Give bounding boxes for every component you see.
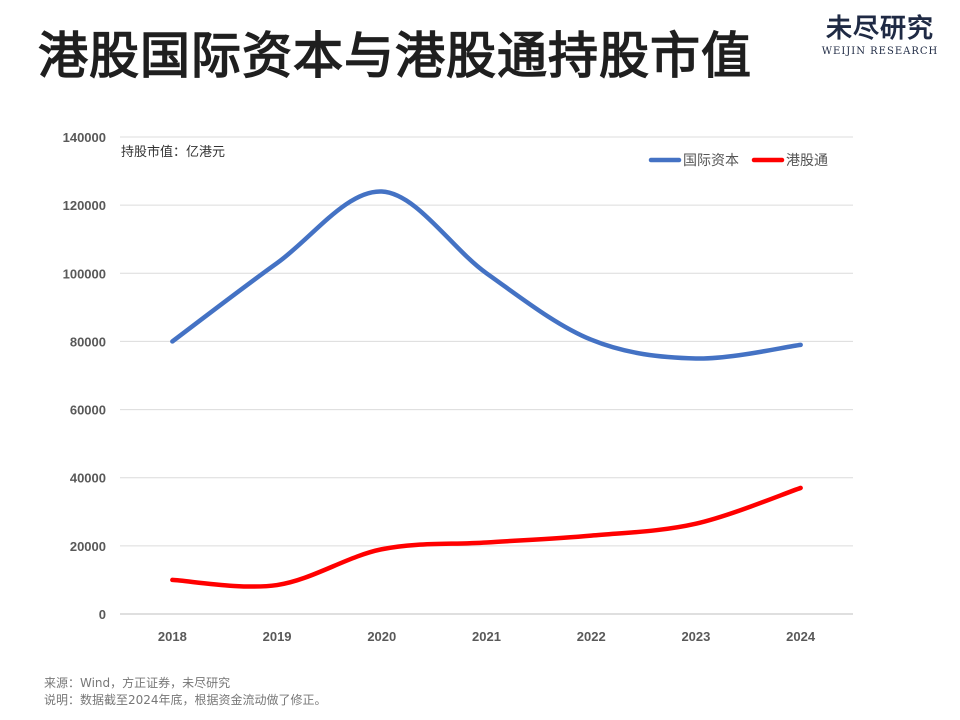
x-tick-label: 2024: [786, 629, 816, 644]
series-line-0: [170, 189, 803, 361]
brand-name-cn: 未尽研究: [825, 14, 934, 44]
footnotes: 来源：Wind，方正证券，未尽研究 说明：数据截至2024年底，根据资金流动做了…: [44, 675, 327, 709]
y-tick-label: 80000: [70, 334, 106, 349]
y-tick-label: 40000: [70, 471, 106, 486]
legend: 国际资本 港股通: [648, 153, 828, 169]
y-tick-label: 140000: [63, 130, 106, 145]
explanation-note: 说明：数据截至2024年底，根据资金流动做了修正。: [44, 693, 327, 707]
series-line-1: [170, 485, 803, 589]
x-tick-label: 2021: [472, 629, 501, 644]
y-axis-ticks: 0 20000 40000 60000 80000 100000 120000 140000: [63, 130, 106, 622]
legend-label: 港股通: [786, 153, 828, 169]
y-tick-label: 120000: [63, 198, 106, 213]
page-title: 港股国际资本与港股通持股市值: [38, 27, 752, 85]
x-tick-label: 2023: [681, 629, 710, 644]
y-tick-label: 20000: [70, 539, 106, 554]
unit-label: 持股市值：亿港元: [121, 144, 225, 160]
legend-label: 国际资本: [683, 153, 739, 169]
series-layer: [170, 189, 803, 589]
x-tick-label: 2020: [367, 629, 396, 644]
y-tick-label: 0: [99, 607, 106, 622]
y-tick-label: 100000: [63, 266, 106, 281]
x-axis-ticks: 2018 2019 2020 2021 2022 2023 2024: [158, 629, 816, 644]
y-tick-label: 60000: [70, 403, 106, 418]
source-note: 来源：Wind，方正证券，未尽研究: [44, 676, 231, 690]
x-tick-label: 2018: [158, 629, 187, 644]
grid-layer: [120, 136, 853, 615]
brand-logo: 未尽研究 WEIJIN RESEARCH: [810, 14, 950, 57]
brand-name-en: WEIJIN RESEARCH: [821, 46, 939, 57]
x-tick-label: 2019: [263, 629, 292, 644]
x-tick-label: 2022: [577, 629, 606, 644]
